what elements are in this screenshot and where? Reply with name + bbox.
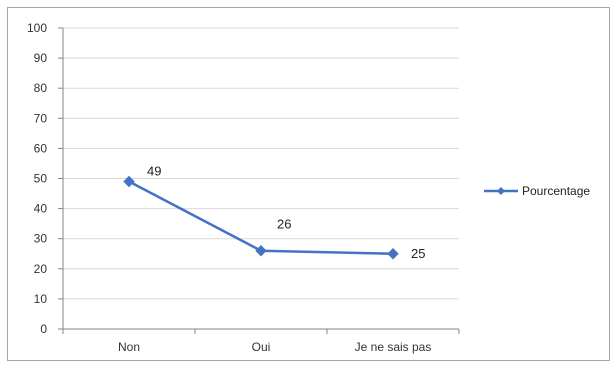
y-tick-label-10: 10 [34,292,48,306]
y-tick-label-20: 20 [34,262,48,276]
axes: 0 10 20 30 40 50 60 70 80 90 100 Non Oui Je ne sais p… [27,21,460,354]
y-tick-label-80: 80 [34,81,48,95]
x-tick-label-1: Oui [252,340,271,354]
y-tick-label-90: 90 [34,51,48,65]
data-point-2 [387,248,399,260]
y-tick-label-30: 30 [34,232,48,246]
x-tick-label-2: Je ne sais pas [355,340,432,354]
data-point-1 [255,245,267,257]
y-tick-label-60: 60 [34,141,48,155]
y-tick-label-70: 70 [34,111,48,125]
data-label-2: 25 [411,246,425,261]
y-tick-label-0: 0 [40,322,47,336]
series-line-pourcentage [127,180,395,256]
data-label-0: 49 [147,164,161,179]
chart-frame [7,7,610,361]
legend-marker-pourcentage [497,187,505,195]
y-tick-label-50: 50 [34,172,48,186]
data-labels: 49 26 25 [147,164,425,261]
x-tick-label-0: Non [118,340,140,354]
data-point-0 [123,175,135,188]
gridlines [63,27,459,330]
y-tick-label-40: 40 [34,202,48,216]
legend-label-pourcentage: Pourcentage [522,184,590,198]
legend: Pourcentage [484,184,590,198]
y-tick-label-100: 100 [27,21,47,35]
data-label-1: 26 [277,217,291,232]
series-pourcentage [123,175,399,260]
